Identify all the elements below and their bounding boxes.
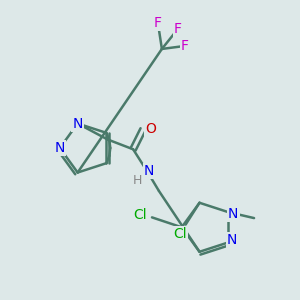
Text: Cl: Cl bbox=[133, 208, 147, 222]
Text: Cl: Cl bbox=[173, 227, 187, 242]
Text: F: F bbox=[181, 39, 189, 53]
Text: F: F bbox=[174, 22, 182, 36]
Text: N: N bbox=[228, 207, 238, 221]
Text: N: N bbox=[73, 116, 83, 130]
Text: H: H bbox=[132, 175, 142, 188]
Text: F: F bbox=[154, 16, 162, 30]
Text: N: N bbox=[55, 141, 65, 155]
Text: N: N bbox=[144, 164, 154, 178]
Text: O: O bbox=[146, 122, 156, 136]
Text: N: N bbox=[227, 233, 238, 248]
